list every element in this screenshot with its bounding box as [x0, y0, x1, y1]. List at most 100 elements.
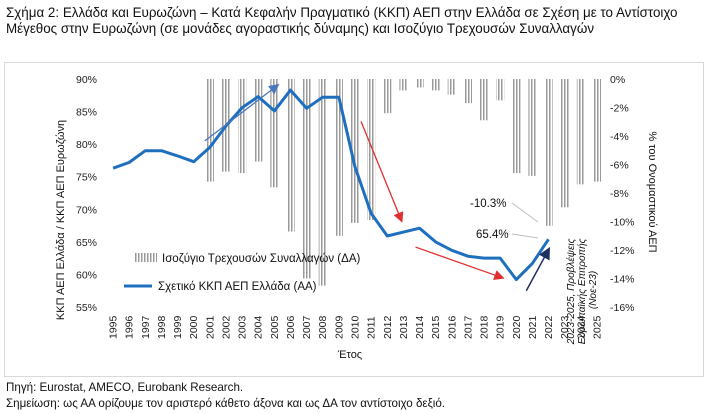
x-tick-label: 2024	[575, 315, 587, 339]
right-tick-label: -12%	[610, 245, 635, 257]
x-tick-label: 2021	[527, 315, 539, 339]
bar-2024	[576, 79, 585, 185]
x-tick-label: 2014	[414, 315, 426, 339]
x-tick-label: 2001	[204, 315, 216, 339]
x-tick-label: 2020	[511, 315, 523, 339]
bar-2014	[415, 79, 424, 88]
left-tick-label: 70%	[76, 204, 97, 216]
data-label-line-2022: 65.4%	[476, 229, 509, 241]
chart-title: Σχήμα 2: Ελλάδα και Ευρωζώνη – Κατά Κεφα…	[6, 5, 678, 36]
x-tick-label: 2018	[479, 315, 491, 339]
forecast-note: 2023-2025, Προβλέψεις Ευρωπαϊκής Επιτροπ…	[565, 236, 599, 346]
bar-2008	[318, 79, 327, 286]
x-tick-label: 1999	[172, 315, 184, 339]
bar-2023	[560, 79, 569, 208]
x-axis-label: Έτος	[337, 349, 362, 361]
bar-2005	[270, 79, 279, 188]
right-tick-label: -10%	[610, 217, 635, 229]
x-tick-label: 2005	[269, 315, 281, 339]
forecast-note-line2: Ευρωπαϊκής Επιτροπής	[576, 238, 588, 344]
right-tick-label: -6%	[610, 160, 629, 172]
line-series	[112, 88, 550, 282]
bar-2003	[238, 79, 247, 174]
left-tick-label: 85%	[76, 107, 97, 119]
trend-arrow-recovery	[525, 247, 550, 292]
bar-2019	[496, 79, 505, 101]
right-tick-label: -16%	[610, 302, 635, 314]
bar-2018	[480, 79, 489, 121]
right-tick-label: -4%	[610, 131, 629, 143]
x-tick-label: 2006	[285, 315, 297, 339]
bar-2009	[334, 79, 343, 236]
right-axis-label: % του Ονομαστικού ΑΕΠ	[646, 131, 658, 252]
x-tick-label: 1996	[124, 315, 136, 339]
forecast-note-line1: 2023-2025, Προβλέψεις	[565, 238, 577, 345]
bar-2021	[528, 79, 537, 176]
bar-2010	[351, 79, 360, 223]
right-axis: -16% -14% -12% -10% -8% -6% -4% -2% 0%	[610, 74, 635, 314]
right-tick-label: -14%	[610, 274, 635, 286]
bar-2004	[254, 79, 263, 162]
x-tick-label: 2017	[462, 315, 474, 339]
footer-source: Πηγή: Eurostat, AMECO, Eurobank Research…	[6, 381, 244, 394]
x-tick-label: 2019	[495, 315, 507, 339]
x-tick-label: 2011	[366, 316, 378, 339]
x-tick-label: 2016	[446, 315, 458, 339]
left-axis: 55% 60% 65% 70% 75% 80% 85% 90%	[76, 74, 97, 314]
x-tick-label: 2015	[430, 315, 442, 339]
left-tick-label: 90%	[76, 74, 97, 86]
x-tick-label: 2010	[350, 315, 362, 339]
right-tick-label: -8%	[610, 188, 629, 200]
bar-2022	[544, 79, 553, 226]
x-tick-label: 2012	[382, 315, 394, 339]
bar-2013	[399, 79, 408, 91]
data-label-bar-2022: -10.3%	[470, 198, 506, 210]
x-tick-label: 2008	[317, 315, 329, 339]
forecast-note-line3: (Νοε-23)	[588, 271, 599, 309]
x-axis: 1995 1996 1997 1998 1999 2000 2001 2002 2003 2004…	[108, 315, 604, 339]
x-tick-label: 1997	[140, 315, 152, 339]
x-tick-label: 2004	[253, 315, 265, 339]
bar-2001	[205, 79, 214, 182]
right-tick-label: -2%	[610, 103, 629, 115]
trend-arrows	[204, 83, 550, 292]
x-tick-label: 2025	[591, 315, 603, 339]
x-tick-label: 1998	[156, 315, 168, 339]
x-tick-label: 2007	[301, 315, 313, 339]
chart-frame	[4, 62, 704, 377]
trend-arrow-fall-2	[415, 246, 505, 280]
left-tick-label: 65%	[76, 237, 97, 249]
left-tick-label: 75%	[76, 172, 97, 184]
footer-note: Σημείωση: ως ΑΑ ορίζουμε τον αριστερό κά…	[6, 397, 446, 410]
left-axis-label: ΚΚΠ ΑΕΠ Ελλάδα / ΚΚΠ ΑΕΠ Ευρωζώνη	[55, 120, 67, 320]
x-tick-label: 2023	[559, 315, 571, 339]
x-tick-label: 2003	[237, 315, 249, 339]
right-tick-label: 0%	[610, 74, 625, 86]
left-tick-label: 55%	[76, 302, 97, 314]
data-label-line-2022-leader	[511, 233, 539, 239]
bar-2020	[512, 79, 521, 174]
legend-line-label: Σχετικό ΚΚΠ ΑΕΠ Ελλάδα (ΑΑ)	[158, 281, 317, 293]
line-path	[112, 88, 550, 282]
legend: Ισοζύγιο Τρεχουσών Συναλλαγών (ΔΑ) Σχετι…	[124, 253, 360, 293]
x-tick-label: 2013	[398, 315, 410, 339]
x-tick-label: 2022	[543, 315, 555, 339]
bar-2011	[367, 79, 376, 221]
bar-2025	[592, 79, 601, 182]
bar-2017	[463, 79, 472, 104]
bar-2006	[286, 79, 295, 232]
bar-2012	[383, 79, 392, 114]
bar-2015	[431, 79, 440, 91]
x-tick-label: 2002	[221, 315, 233, 339]
data-label-bar-2022-leader	[511, 202, 539, 223]
trend-arrow-rise	[204, 83, 280, 142]
bar-2016	[447, 79, 456, 95]
legend-bar-label: Ισοζύγιο Τρεχουσών Συναλλαγών (ΔΑ)	[162, 253, 360, 265]
x-tick-label: 2000	[188, 315, 200, 339]
left-tick-label: 80%	[76, 139, 97, 151]
x-tick-label: 2009	[333, 315, 345, 339]
trend-arrow-fall-1	[360, 121, 404, 223]
bar-2007	[302, 79, 311, 279]
left-tick-label: 60%	[76, 269, 97, 281]
